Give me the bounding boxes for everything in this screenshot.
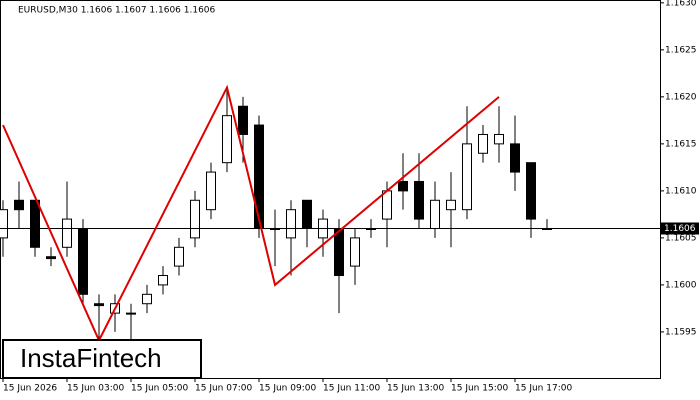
- candle-body: [286, 209, 296, 239]
- last-price-box: [661, 222, 699, 235]
- candle-body: [478, 133, 488, 154]
- candle-body: [46, 256, 56, 260]
- candle-body: [142, 293, 152, 305]
- candle-body: [190, 199, 200, 239]
- y-tick-label: 1.1605: [665, 233, 697, 243]
- candle-body: [302, 199, 312, 229]
- last-price-label: 1.1606: [664, 224, 696, 234]
- candle-body: [62, 218, 72, 248]
- candle-body: [414, 180, 424, 220]
- x-tick-label: 15 Jun 11:00: [323, 384, 380, 394]
- candle-body: [174, 246, 184, 267]
- candle-body: [446, 199, 456, 211]
- candle-body: [222, 115, 232, 164]
- candle-body: [238, 105, 248, 135]
- x-tick-label: 15 Jun 13:00: [387, 384, 444, 394]
- y-tick-label: 1.1600: [665, 280, 697, 290]
- x-tick-label: 15 Jun 05:00: [131, 384, 188, 394]
- candle-body: [398, 180, 408, 192]
- candle-body: [494, 133, 504, 145]
- y-tick-label: 1.1620: [665, 92, 697, 102]
- candle-body: [158, 275, 168, 286]
- x-tick-label: 15 Jun 03:00: [67, 384, 124, 394]
- candle-body: [462, 143, 472, 211]
- candle-body: [78, 227, 88, 295]
- candle-body: [510, 143, 520, 173]
- y-tick-label: 1.1615: [665, 139, 697, 149]
- logo-box: [2, 339, 202, 379]
- candle-body: [30, 199, 40, 248]
- candle-body: [126, 312, 136, 315]
- x-tick-label: 15 Jun 17:00: [515, 384, 572, 394]
- pattern-line: [2, 84, 500, 343]
- candle-body: [254, 124, 264, 229]
- logo: InstaFintech: [20, 343, 162, 373]
- candle-body: [526, 162, 536, 220]
- candle-body: [94, 303, 104, 307]
- y-tick-label: 1.1625: [665, 45, 697, 55]
- x-tick-label: 15 Jun 09:00: [259, 384, 316, 394]
- x-tick-label: 15 Jun 07:00: [195, 384, 252, 394]
- candle-body: [430, 199, 440, 229]
- candle-body: [206, 171, 216, 211]
- candle-body: [14, 199, 24, 211]
- candle-body: [334, 227, 344, 277]
- candle-body: [0, 209, 8, 239]
- y-tick-label: 1.1630: [665, 0, 697, 8]
- y-tick-label: 1.1610: [665, 186, 697, 196]
- x-tick-label: 15 Jun 2026: [3, 384, 57, 394]
- candle-body: [350, 237, 360, 267]
- y-tick-label: 1.1595: [665, 327, 697, 337]
- chart-title: EURUSD,M30 1.1606 1.1607 1.1606 1.1606: [18, 6, 216, 16]
- candle-body: [382, 190, 392, 220]
- x-tick-label: 15 Jun 15:00: [451, 384, 508, 394]
